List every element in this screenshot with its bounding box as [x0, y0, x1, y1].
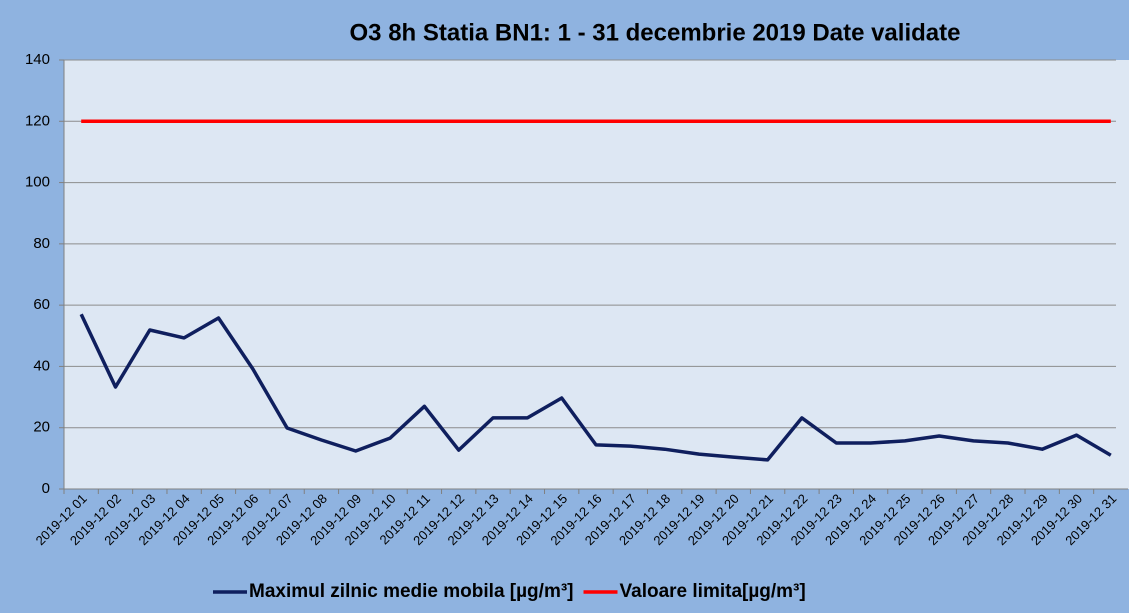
y-tick-label: 120	[25, 112, 50, 129]
legend-label: Maximul zilnic medie mobila [µg/m³]	[249, 581, 574, 602]
y-tick-label: 60	[33, 296, 50, 313]
y-tick-label: 20	[33, 419, 50, 436]
y-tick-label: 140	[25, 51, 50, 68]
y-tick-label: 80	[33, 235, 50, 252]
y-tick-label: 0	[42, 480, 50, 497]
legend-label: Valoare limita[µg/m³]	[620, 581, 806, 602]
chart-title: O3 8h Statia BN1: 1 - 31 decembrie 2019 …	[350, 19, 961, 46]
y-tick-label: 40	[33, 357, 50, 374]
series-line	[79, 313, 1112, 462]
y-tick-label: 100	[25, 174, 50, 191]
plot-area	[64, 60, 1129, 489]
